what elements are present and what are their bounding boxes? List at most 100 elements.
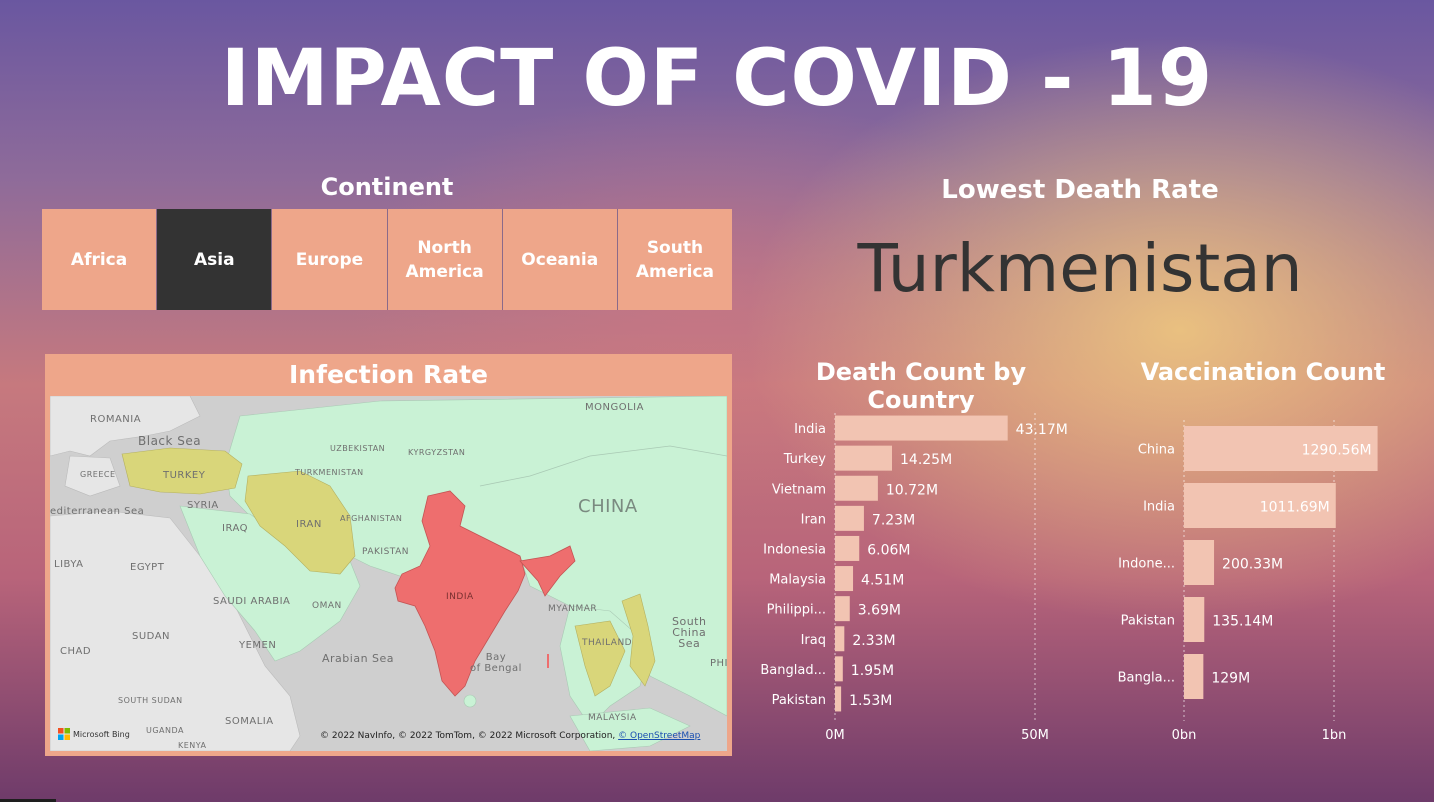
infection-rate-map[interactable]: ROMANIA Black Sea GREECE TURKEY MONGOLIA… bbox=[50, 396, 727, 751]
category-label: Pakistan bbox=[1121, 614, 1175, 629]
continent-africa-button[interactable]: Africa bbox=[42, 209, 158, 310]
kpi-value: Turkmenistan bbox=[857, 230, 1303, 307]
india-region bbox=[394, 490, 526, 697]
map-label-syria: SYRIA bbox=[187, 500, 219, 511]
death-chart-title: Death Count by Country bbox=[815, 358, 1027, 414]
bar-2 bbox=[835, 445, 892, 471]
category-label: India bbox=[1143, 500, 1175, 515]
infection-rate-map-card: Infection Rate ROMANI bbox=[45, 354, 732, 756]
bar-6 bbox=[835, 566, 854, 592]
map-label-south-china-sea: South China Sea bbox=[672, 615, 707, 650]
data-label: 4.51M bbox=[861, 573, 904, 589]
category-label: Iran bbox=[801, 512, 826, 527]
map-label-chad: CHAD bbox=[60, 646, 92, 657]
bar-2 bbox=[1184, 483, 1336, 528]
bar-5 bbox=[835, 535, 860, 561]
data-label: 14.25M bbox=[900, 452, 952, 468]
malaysia-landmass bbox=[569, 707, 691, 751]
turkey-region bbox=[121, 447, 243, 495]
category-label: India bbox=[794, 422, 826, 437]
map-label-south-sudan: SOUTH SUDAN bbox=[118, 696, 183, 705]
category-label: China bbox=[1138, 443, 1175, 458]
vietnam-region bbox=[621, 593, 656, 687]
map-label-arabian-sea: Arabian Sea bbox=[322, 652, 395, 665]
map-label-turkey: TURKEY bbox=[163, 470, 206, 481]
map-label-black-sea: Black Sea bbox=[138, 434, 202, 448]
map-label-china: CHINA bbox=[578, 496, 638, 517]
tick-label: 0M bbox=[825, 728, 845, 743]
microsoft-logo-icon bbox=[58, 728, 70, 740]
vaccination-count-chart[interactable]: China 1290.56M India 1011.69M Indone... 200.3… bbox=[1100, 400, 1420, 750]
continent-asia-button[interactable]: Asia bbox=[157, 209, 273, 310]
category-label: Banglad... bbox=[760, 663, 826, 678]
bing-logo: Microsoft Bing bbox=[58, 728, 130, 740]
data-label: 1011.69M bbox=[1260, 500, 1330, 516]
data-label: 43.17M bbox=[1016, 422, 1068, 438]
data-label: 2.33M bbox=[852, 633, 895, 649]
continent-oceania-button[interactable]: Oceania bbox=[502, 209, 618, 310]
bar-8 bbox=[835, 626, 845, 652]
data-label: 1290.56M bbox=[1302, 443, 1372, 459]
map-label-uganda: UGANDA bbox=[146, 726, 185, 735]
thailand-region bbox=[574, 620, 626, 697]
continent-europe-button[interactable]: Europe bbox=[272, 209, 388, 310]
map-label-oman: OMAN bbox=[312, 601, 342, 611]
greece-landmass bbox=[64, 455, 121, 497]
map-label-afghanistan: AFGHANISTAN bbox=[340, 514, 403, 523]
bar-7 bbox=[835, 596, 850, 622]
map-label-india: INDIA bbox=[446, 592, 474, 602]
map-label-phi: PHI bbox=[710, 658, 727, 669]
kpi-label: Lowest Death Rate bbox=[941, 175, 1219, 205]
bar-1 bbox=[1184, 426, 1378, 471]
vaccination-chart-title: Vaccination Count bbox=[1140, 358, 1386, 386]
sri-lanka-region bbox=[463, 694, 477, 708]
bar-1 bbox=[835, 415, 1008, 441]
category-label: Pakistan bbox=[772, 693, 826, 708]
data-label: 7.23M bbox=[872, 512, 915, 528]
map-label-saudi-arabia: SAUDI ARABIA bbox=[213, 596, 291, 607]
map-label-sudan: SUDAN bbox=[132, 631, 171, 642]
map-label-somalia: SOMALIA bbox=[225, 716, 274, 727]
map-label-mediterranean: editerranean Sea bbox=[50, 506, 145, 517]
map-label-mongolia: MONGOLIA bbox=[585, 402, 644, 413]
bar-5 bbox=[1184, 654, 1204, 699]
europe-landmass bbox=[50, 396, 201, 457]
data-label: 135.14M bbox=[1212, 614, 1273, 630]
map-label-bay-of-bengal: Bay of Bengal bbox=[470, 652, 522, 674]
map-label-pakistan: PAKISTAN bbox=[362, 547, 409, 557]
tick-label: 0bn bbox=[1172, 728, 1197, 743]
page-title: IMPACT OF COVID - 19 bbox=[220, 34, 1214, 124]
map-label-libya: LIBYA bbox=[54, 559, 84, 570]
iran-region bbox=[244, 470, 356, 575]
map-label-egypt: EGYPT bbox=[130, 562, 165, 573]
data-label: 3.69M bbox=[858, 603, 901, 619]
map-label-yemen: YEMEN bbox=[239, 640, 277, 651]
category-label: Iraq bbox=[801, 633, 826, 648]
death-count-chart[interactable]: India 43.17M Turkey 14.25M Vietnam 10.72M Iran… bbox=[745, 400, 1090, 750]
map-label-kyrgyzstan: KYRGYZSTAN bbox=[408, 448, 466, 457]
bar-9 bbox=[835, 656, 843, 682]
map-attribution-text: © 2022 NavInfo, © 2022 TomTom, © 2022 Mi… bbox=[320, 731, 616, 741]
northeast-india-region bbox=[519, 545, 576, 597]
map-attribution: © 2022 NavInfo, © 2022 TomTom, © 2022 Mi… bbox=[320, 731, 700, 741]
category-label: Indone... bbox=[1118, 557, 1175, 572]
data-label: 200.33M bbox=[1222, 557, 1283, 573]
bar-4 bbox=[835, 505, 864, 531]
tick-label: 1bn bbox=[1322, 728, 1347, 743]
map-label-myanmar: MYANMAR bbox=[548, 604, 598, 614]
tick-label: 50M bbox=[1021, 728, 1049, 743]
continent-north-america-button[interactable]: North America bbox=[387, 209, 503, 310]
continent-south-america-button[interactable]: South America bbox=[617, 209, 733, 310]
bar-4 bbox=[1184, 597, 1205, 642]
category-label: Bangla... bbox=[1118, 671, 1175, 686]
bar-3 bbox=[835, 475, 878, 501]
openstreetmap-link[interactable]: © OpenStreetMap bbox=[618, 731, 701, 741]
bar-3 bbox=[1184, 540, 1215, 585]
map-title: Infection Rate bbox=[289, 360, 488, 389]
bar-10 bbox=[835, 686, 842, 712]
data-label: 10.72M bbox=[886, 482, 938, 498]
category-label: Philippi... bbox=[767, 603, 826, 618]
africa-landmass bbox=[50, 510, 301, 751]
bing-logo-text: Microsoft Bing bbox=[73, 729, 130, 739]
map-label-greece: GREECE bbox=[80, 470, 116, 479]
